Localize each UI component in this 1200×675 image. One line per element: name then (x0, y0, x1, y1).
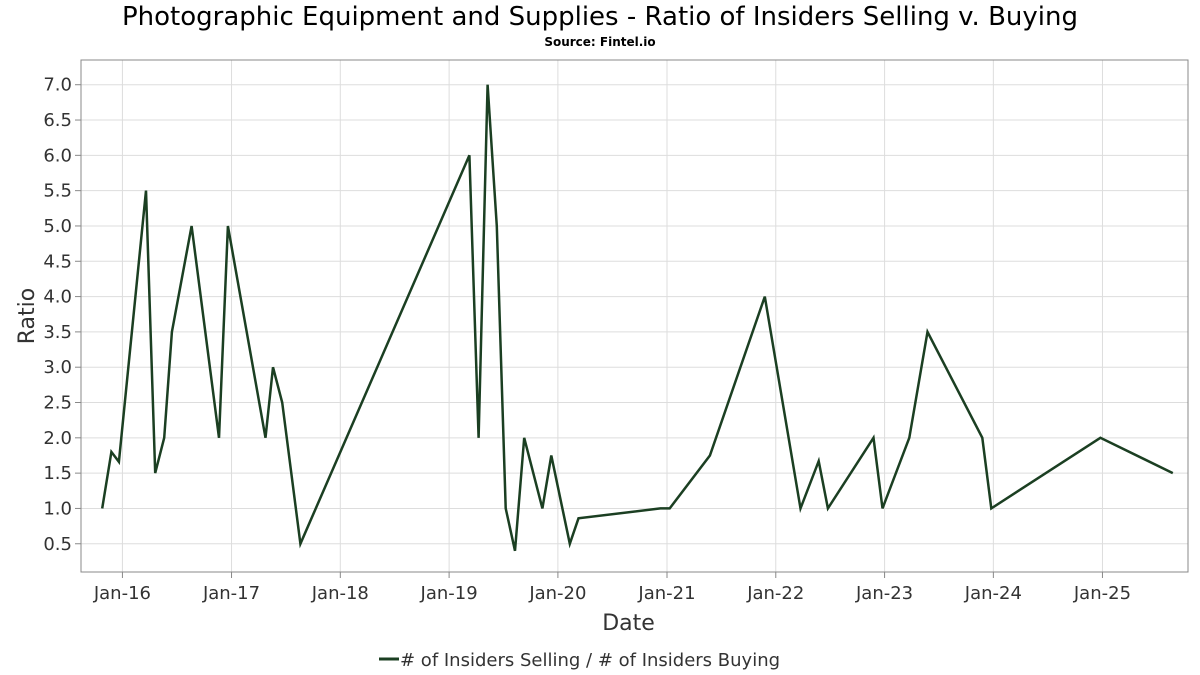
x-tick-label: Jan-24 (964, 583, 1022, 604)
y-tick-label: 1.0 (43, 498, 72, 519)
y-tick-label: 1.5 (43, 463, 72, 484)
plot-frame (80, 59, 1189, 573)
y-tick-label: 2.0 (43, 428, 72, 449)
y-tick-label: 3.0 (43, 357, 72, 378)
x-tick-label: Jan-25 (1073, 583, 1131, 604)
y-tick-label: 4.5 (43, 251, 72, 272)
y-axis: 0.5 1.0 1.5 2.0 2.5 3.0 3.5 4.0 4.5 5.0 5.5 6.0 6.5 7… (43, 75, 81, 555)
x-tick-label: Jan-16 (93, 583, 151, 604)
x-tick-label: Jan-18 (311, 583, 369, 604)
x-axis-label: Date (602, 611, 655, 636)
x-axis: Jan-16 Jan-17 Jan-18 Jan-19 Jan-20 Jan-21 Jan-… (93, 572, 1131, 604)
grid-lines (81, 60, 1188, 572)
x-tick-label: Jan-23 (855, 583, 913, 604)
y-tick-label: 3.5 (43, 322, 72, 343)
legend-label: # of Insiders Selling / # of Insiders Bu… (400, 650, 780, 671)
y-tick-label: 6.0 (43, 145, 72, 166)
y-tick-label: 5.5 (43, 181, 72, 202)
y-tick-label: 6.5 (43, 110, 72, 131)
x-tick-label: Jan-19 (420, 583, 478, 604)
y-axis-label: Ratio (15, 288, 40, 344)
y-tick-label: 7.0 (43, 75, 72, 96)
chart-subtitle: Source: Fintel.io (544, 35, 656, 49)
series-group (100, 84, 1174, 552)
x-tick-label: Jan-20 (528, 583, 586, 604)
y-tick-label: 2.5 (43, 393, 72, 414)
legend: # of Insiders Selling / # of Insiders Bu… (379, 650, 780, 671)
x-tick-label: Jan-22 (746, 583, 804, 604)
x-tick-label: Jan-17 (202, 583, 260, 604)
series-line (100, 84, 1174, 552)
y-tick-label: 5.0 (43, 216, 72, 237)
y-tick-label: 4.0 (43, 287, 72, 308)
y-tick-label: 0.5 (43, 534, 72, 555)
x-tick-label: Jan-21 (637, 583, 695, 604)
chart-title: Photographic Equipment and Supplies - Ra… (121, 2, 1078, 32)
